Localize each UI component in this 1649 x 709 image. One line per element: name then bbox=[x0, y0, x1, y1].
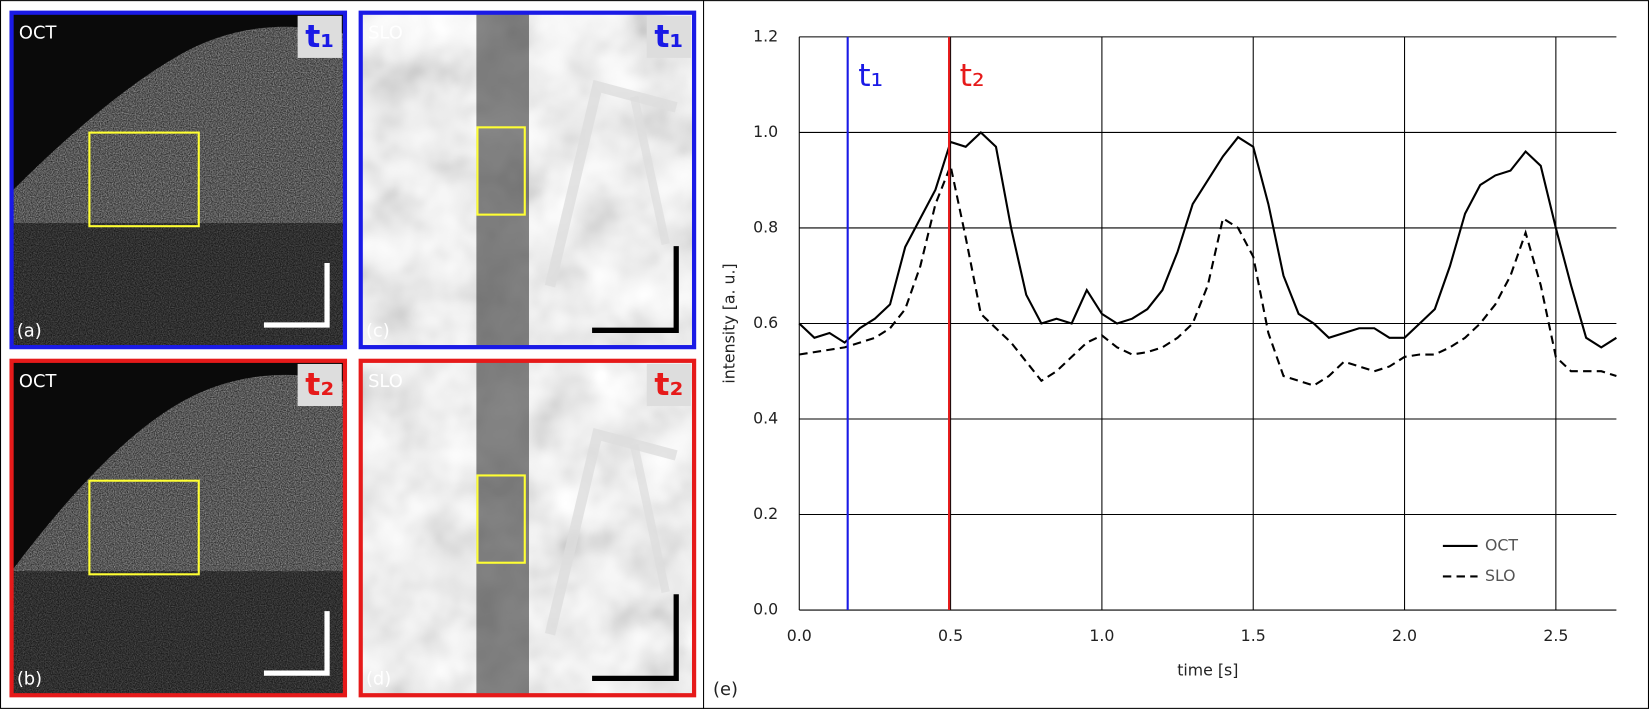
panel-border bbox=[358, 358, 697, 698]
image-panel: OCT (a) t₁ bbox=[9, 10, 348, 350]
vessel-bright bbox=[630, 444, 670, 594]
roi-box bbox=[88, 131, 200, 228]
shade bbox=[11, 571, 345, 696]
image-panel: SLO (d) t₂ bbox=[358, 358, 697, 698]
shade bbox=[11, 223, 345, 348]
time-badge bbox=[297, 15, 342, 58]
time-label: t₁ bbox=[654, 19, 683, 55]
x-tick-label: 2.5 bbox=[1543, 626, 1568, 645]
roi-box bbox=[476, 474, 526, 564]
image-name: OCT bbox=[19, 371, 57, 392]
vessel-bright bbox=[544, 79, 678, 288]
panel-label: (a) bbox=[17, 320, 42, 341]
legend-label: OCT bbox=[1485, 535, 1518, 554]
series-line bbox=[799, 162, 1617, 387]
y-tick-label: 0.2 bbox=[753, 504, 778, 523]
x-tick-label: 2.0 bbox=[1392, 626, 1417, 645]
x-tick-label: 1.0 bbox=[1089, 626, 1114, 645]
y-tick-label: 1.0 bbox=[753, 122, 778, 141]
panel-label: (e) bbox=[713, 679, 738, 700]
panel-border bbox=[9, 10, 348, 350]
image-name: SLO bbox=[368, 23, 403, 44]
roi-box bbox=[476, 126, 526, 216]
panel-border bbox=[9, 358, 348, 698]
time-badge bbox=[646, 15, 691, 58]
x-tick-label: 1.5 bbox=[1241, 626, 1266, 645]
vessel-dark bbox=[476, 360, 529, 696]
legend-label: SLO bbox=[1485, 566, 1516, 585]
panel-border bbox=[358, 10, 697, 350]
x-tick-label: 0.0 bbox=[787, 626, 812, 645]
time-label: t₂ bbox=[305, 367, 334, 403]
image-name: SLO bbox=[368, 371, 403, 392]
y-tick-label: 0.8 bbox=[753, 217, 778, 236]
time-label: t₁ bbox=[305, 19, 334, 55]
y-axis-label: intensity [a. u.] bbox=[719, 263, 738, 383]
panel-label: (c) bbox=[366, 320, 390, 341]
scale-bar bbox=[592, 246, 679, 333]
time-marker-label: t₂ bbox=[960, 58, 985, 94]
time-marker-label: t₁ bbox=[858, 58, 883, 94]
time-badge bbox=[297, 363, 342, 407]
roi-box bbox=[88, 479, 200, 576]
panel-label: (d) bbox=[366, 668, 391, 689]
panel-label: (b) bbox=[17, 668, 42, 689]
vessel-bright bbox=[630, 95, 670, 245]
image-panel: SLO (c) t₁ bbox=[358, 10, 697, 350]
time-badge bbox=[646, 363, 691, 407]
x-axis-label: time [s] bbox=[1177, 661, 1238, 680]
scale-bar bbox=[263, 611, 330, 676]
scale-bar bbox=[592, 594, 679, 682]
scale-bar bbox=[263, 263, 330, 328]
x-tick-label: 0.5 bbox=[938, 626, 963, 645]
image-panel: OCT (b) t₂ bbox=[9, 358, 348, 698]
series-line bbox=[798, 130, 1617, 349]
image-name: OCT bbox=[19, 23, 57, 44]
vessel-dark bbox=[476, 12, 529, 348]
y-tick-label: 0.4 bbox=[753, 409, 778, 428]
y-tick-label: 0.0 bbox=[753, 600, 778, 619]
time-label: t₂ bbox=[654, 367, 683, 403]
y-tick-label: 1.2 bbox=[753, 26, 778, 45]
y-tick-label: 0.6 bbox=[753, 313, 778, 332]
vessel-bright bbox=[544, 427, 678, 636]
